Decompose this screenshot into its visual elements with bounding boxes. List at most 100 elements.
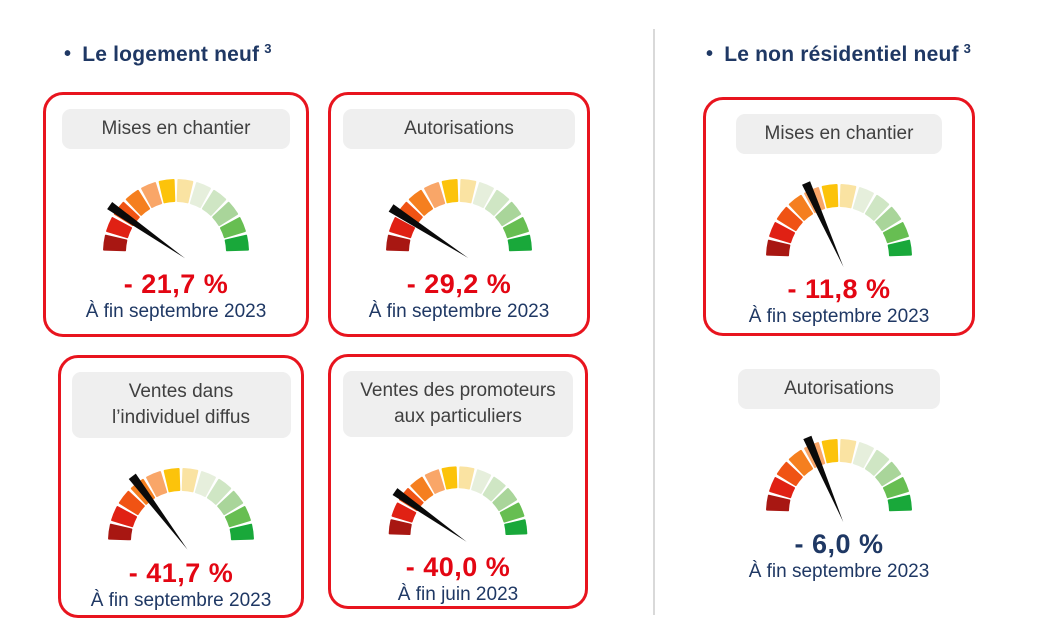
gauge-segment	[424, 469, 445, 494]
gauge-dial	[108, 468, 254, 550]
gauge-segment	[103, 234, 128, 252]
gauge-segment	[864, 194, 890, 221]
gauge-segment	[776, 206, 803, 232]
gauge-segment	[108, 523, 133, 541]
gauge-segment	[495, 201, 522, 227]
gauge-segment	[141, 182, 163, 209]
gauge-segment	[484, 189, 510, 216]
gauge-segment	[882, 222, 909, 244]
gauge-segment	[821, 184, 839, 209]
gauge-segment	[852, 442, 874, 469]
gauge-segment	[441, 179, 459, 204]
gauge-needle	[388, 204, 469, 258]
gauge-segment	[389, 217, 416, 239]
gauge-segment	[459, 179, 477, 204]
gauge-segment	[887, 239, 912, 257]
gauge-value: - 6,0 %	[794, 529, 884, 559]
gauge-segment	[408, 189, 434, 216]
gauge-segment	[502, 217, 529, 239]
gauge-label-pill: Mises en chantier	[62, 109, 290, 149]
gauge-card-nonres-autorisations: Autorisations - 6,0 % À fin septembre 20…	[703, 352, 975, 600]
gauge-segment	[158, 179, 176, 204]
gauge-segment	[766, 494, 791, 512]
gauge-segment	[111, 506, 138, 528]
footnote-ref: 3	[963, 41, 972, 56]
gauge-segment	[472, 182, 494, 209]
gauge-segment	[189, 182, 211, 209]
gauge-segment	[875, 206, 902, 232]
gauge-segment	[201, 189, 227, 216]
gauge-segment	[788, 194, 814, 221]
gauge-segment	[776, 461, 803, 487]
gauge-segment	[410, 476, 434, 502]
gauge-segment	[391, 502, 417, 523]
gauge-segment	[499, 502, 525, 523]
gauge-segment	[181, 468, 199, 493]
gauge-segment	[471, 469, 492, 494]
bullet-icon: •	[706, 43, 714, 65]
gauge-date: À fin juin 2023	[397, 584, 519, 605]
gauge-needle	[128, 473, 188, 550]
gauge-card-logement-mises-en-chantier: Mises en chantier - 21,7 % À fin septemb…	[43, 92, 309, 337]
gauge-segment	[388, 519, 412, 536]
gauge-label: Mises en chantier	[101, 118, 251, 139]
gauge-segment	[492, 488, 518, 512]
gauge-needle	[802, 181, 844, 268]
bullet-icon: •	[64, 43, 72, 65]
gauge-segment	[852, 187, 874, 214]
gauge-label-pill: Mises en chantier	[736, 114, 942, 154]
section-title-right-text: Le non résidentiel neuf	[724, 43, 959, 66]
gauge-segment	[821, 439, 839, 464]
gauge-segment	[163, 468, 181, 493]
gauge-segment	[206, 478, 232, 505]
gauge-label: Autorisations	[784, 378, 894, 399]
gauge-segment	[788, 449, 814, 476]
gauge-segment	[212, 201, 239, 227]
section-title-left: • Le logement neuf 3	[64, 41, 272, 67]
gauge-segment	[458, 466, 475, 490]
gauge-card-logement-ventes-promoteurs: Ventes des promoteurs aux particuliers -…	[328, 354, 588, 609]
gauge-segment	[229, 523, 254, 541]
gauge-segment	[766, 239, 791, 257]
gauge-date: À fin septembre 2023	[748, 561, 930, 582]
gauge-segment	[176, 179, 194, 204]
gauge-card-logement-ventes-individuel-diffus: Ventes dans l’individuel diffus - 41,7 %…	[58, 355, 304, 618]
gauge-dial	[766, 181, 912, 268]
gauge-segment	[882, 477, 909, 499]
gauge-segment	[125, 189, 151, 216]
gauge-segment	[504, 519, 528, 536]
gauge-segment	[106, 217, 133, 239]
gauge-segment	[224, 234, 249, 252]
gauge-label: Autorisations	[404, 118, 514, 139]
gauge-label-pill: Autorisations	[343, 109, 575, 149]
gauge-segment	[875, 461, 902, 487]
section-divider	[653, 29, 655, 615]
gauge-value: - 11,8 %	[787, 274, 891, 304]
gauge-needle	[107, 201, 186, 259]
gauge-segment	[219, 217, 246, 239]
section-title-right: • Le non résidentiel neuf 3	[706, 41, 971, 67]
gauge-segment	[507, 234, 532, 252]
gauge-segment	[887, 494, 912, 512]
gauge-dial	[103, 179, 249, 259]
gauge-date: À fin septembre 2023	[748, 306, 930, 327]
gauge-dial	[766, 435, 912, 523]
gauge-dial	[388, 466, 528, 542]
gauge-value: - 29,2 %	[406, 269, 512, 299]
gauge-segment	[118, 490, 145, 516]
gauge-segment	[839, 184, 857, 209]
gauge-segment	[769, 477, 796, 499]
section-title-left-text: Le logement neuf	[82, 43, 260, 66]
gauge-segment	[224, 506, 251, 528]
gauge-label-pill: Ventes des promoteurs aux particuliers	[343, 371, 573, 437]
gauge-segment	[769, 222, 796, 244]
gauge-segment	[864, 449, 890, 476]
gauge-value: - 40,0 %	[405, 552, 511, 582]
gauge-segment	[424, 182, 446, 209]
gauge-label: Mises en chantier	[764, 123, 914, 144]
gauge-card-nonres-mises-en-chantier: Mises en chantier - 11,8 % À fin septemb…	[703, 97, 975, 336]
gauge-label-pill: Ventes dans l’individuel diffus	[71, 372, 291, 438]
gauge-segment	[386, 234, 411, 252]
gauge-date: À fin septembre 2023	[90, 590, 272, 611]
